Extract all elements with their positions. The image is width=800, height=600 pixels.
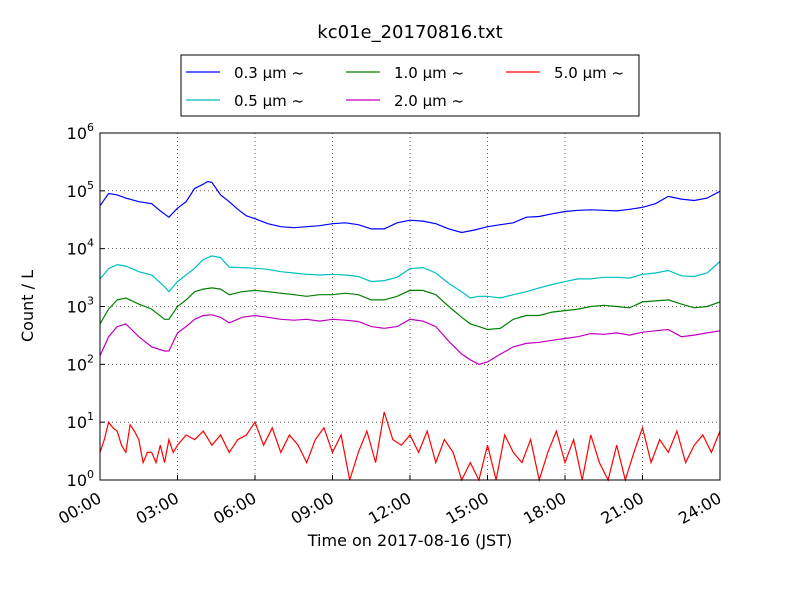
legend: 0.3 μm ~ 0.5 μm ~ 1.0 μm ~ 2.0 μm ~ 5.0 μm ~ (180, 54, 640, 117)
y-tick-label: 100 (67, 468, 94, 490)
series-line-1 (99, 255, 721, 299)
series-layer (99, 180, 721, 483)
series-line-4 (99, 411, 721, 483)
legend-label-2: 1.0 μm ~ (394, 64, 464, 82)
x-axis-label: Time on 2017-08-16 (JST) (307, 531, 512, 550)
series-line-3 (99, 314, 721, 365)
chart-title: kc01e_20170816.txt (317, 22, 502, 43)
y-tick-label: 105 (67, 179, 94, 201)
y-axis-label: Count / L (18, 270, 37, 342)
series-line-0 (99, 180, 721, 234)
legend-label-0: 0.3 μm ~ (234, 64, 304, 82)
legend-frame (180, 54, 640, 117)
y-tick-label: 104 (67, 237, 94, 259)
y-tick-label: 101 (67, 410, 94, 432)
y-tick-label: 103 (67, 295, 94, 317)
y-tick-label: 102 (67, 352, 94, 374)
legend-label-1: 0.5 μm ~ (234, 92, 304, 110)
y-tick-labels: 100 101 102 103 104 105 106 (67, 121, 105, 490)
legend-label-4: 5.0 μm ~ (554, 64, 624, 82)
legend-label-3: 2.0 μm ~ (394, 92, 464, 110)
series-line-2 (99, 287, 721, 331)
y-tick-label: 106 (67, 121, 94, 143)
